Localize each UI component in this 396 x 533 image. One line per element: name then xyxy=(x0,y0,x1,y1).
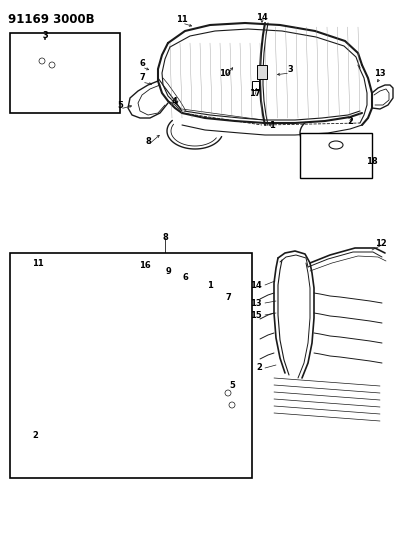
Text: 11: 11 xyxy=(176,14,188,23)
Text: 18: 18 xyxy=(366,157,378,166)
Bar xyxy=(300,133,372,178)
Text: 2: 2 xyxy=(32,432,38,440)
Text: 15: 15 xyxy=(250,311,262,319)
Text: 3: 3 xyxy=(42,30,48,39)
Text: 12: 12 xyxy=(375,238,387,247)
Text: 1: 1 xyxy=(207,280,213,289)
Text: 2: 2 xyxy=(256,364,262,373)
Text: 1: 1 xyxy=(269,120,275,130)
Text: 5: 5 xyxy=(117,101,123,109)
Text: 13: 13 xyxy=(374,69,386,77)
Text: 11: 11 xyxy=(32,259,44,268)
Bar xyxy=(10,253,252,478)
Bar xyxy=(252,81,259,90)
Text: 9: 9 xyxy=(165,266,171,276)
Text: 3: 3 xyxy=(287,64,293,74)
Text: 8: 8 xyxy=(162,233,168,243)
Text: 13: 13 xyxy=(250,298,262,308)
Text: 2: 2 xyxy=(347,117,353,125)
Text: 6: 6 xyxy=(139,59,145,68)
Bar xyxy=(257,65,267,79)
Text: 10: 10 xyxy=(219,69,231,77)
Text: 4: 4 xyxy=(172,96,178,106)
Text: 14: 14 xyxy=(250,280,262,289)
Text: 7: 7 xyxy=(225,294,231,303)
Text: 5: 5 xyxy=(229,381,235,390)
Text: 7: 7 xyxy=(139,74,145,83)
Text: 17: 17 xyxy=(249,88,261,98)
Bar xyxy=(10,33,120,113)
Text: 91169 3000B: 91169 3000B xyxy=(8,13,95,26)
Text: 16: 16 xyxy=(139,261,151,270)
Text: 8: 8 xyxy=(145,136,151,146)
Text: 14: 14 xyxy=(256,12,268,21)
Text: 6: 6 xyxy=(182,273,188,282)
